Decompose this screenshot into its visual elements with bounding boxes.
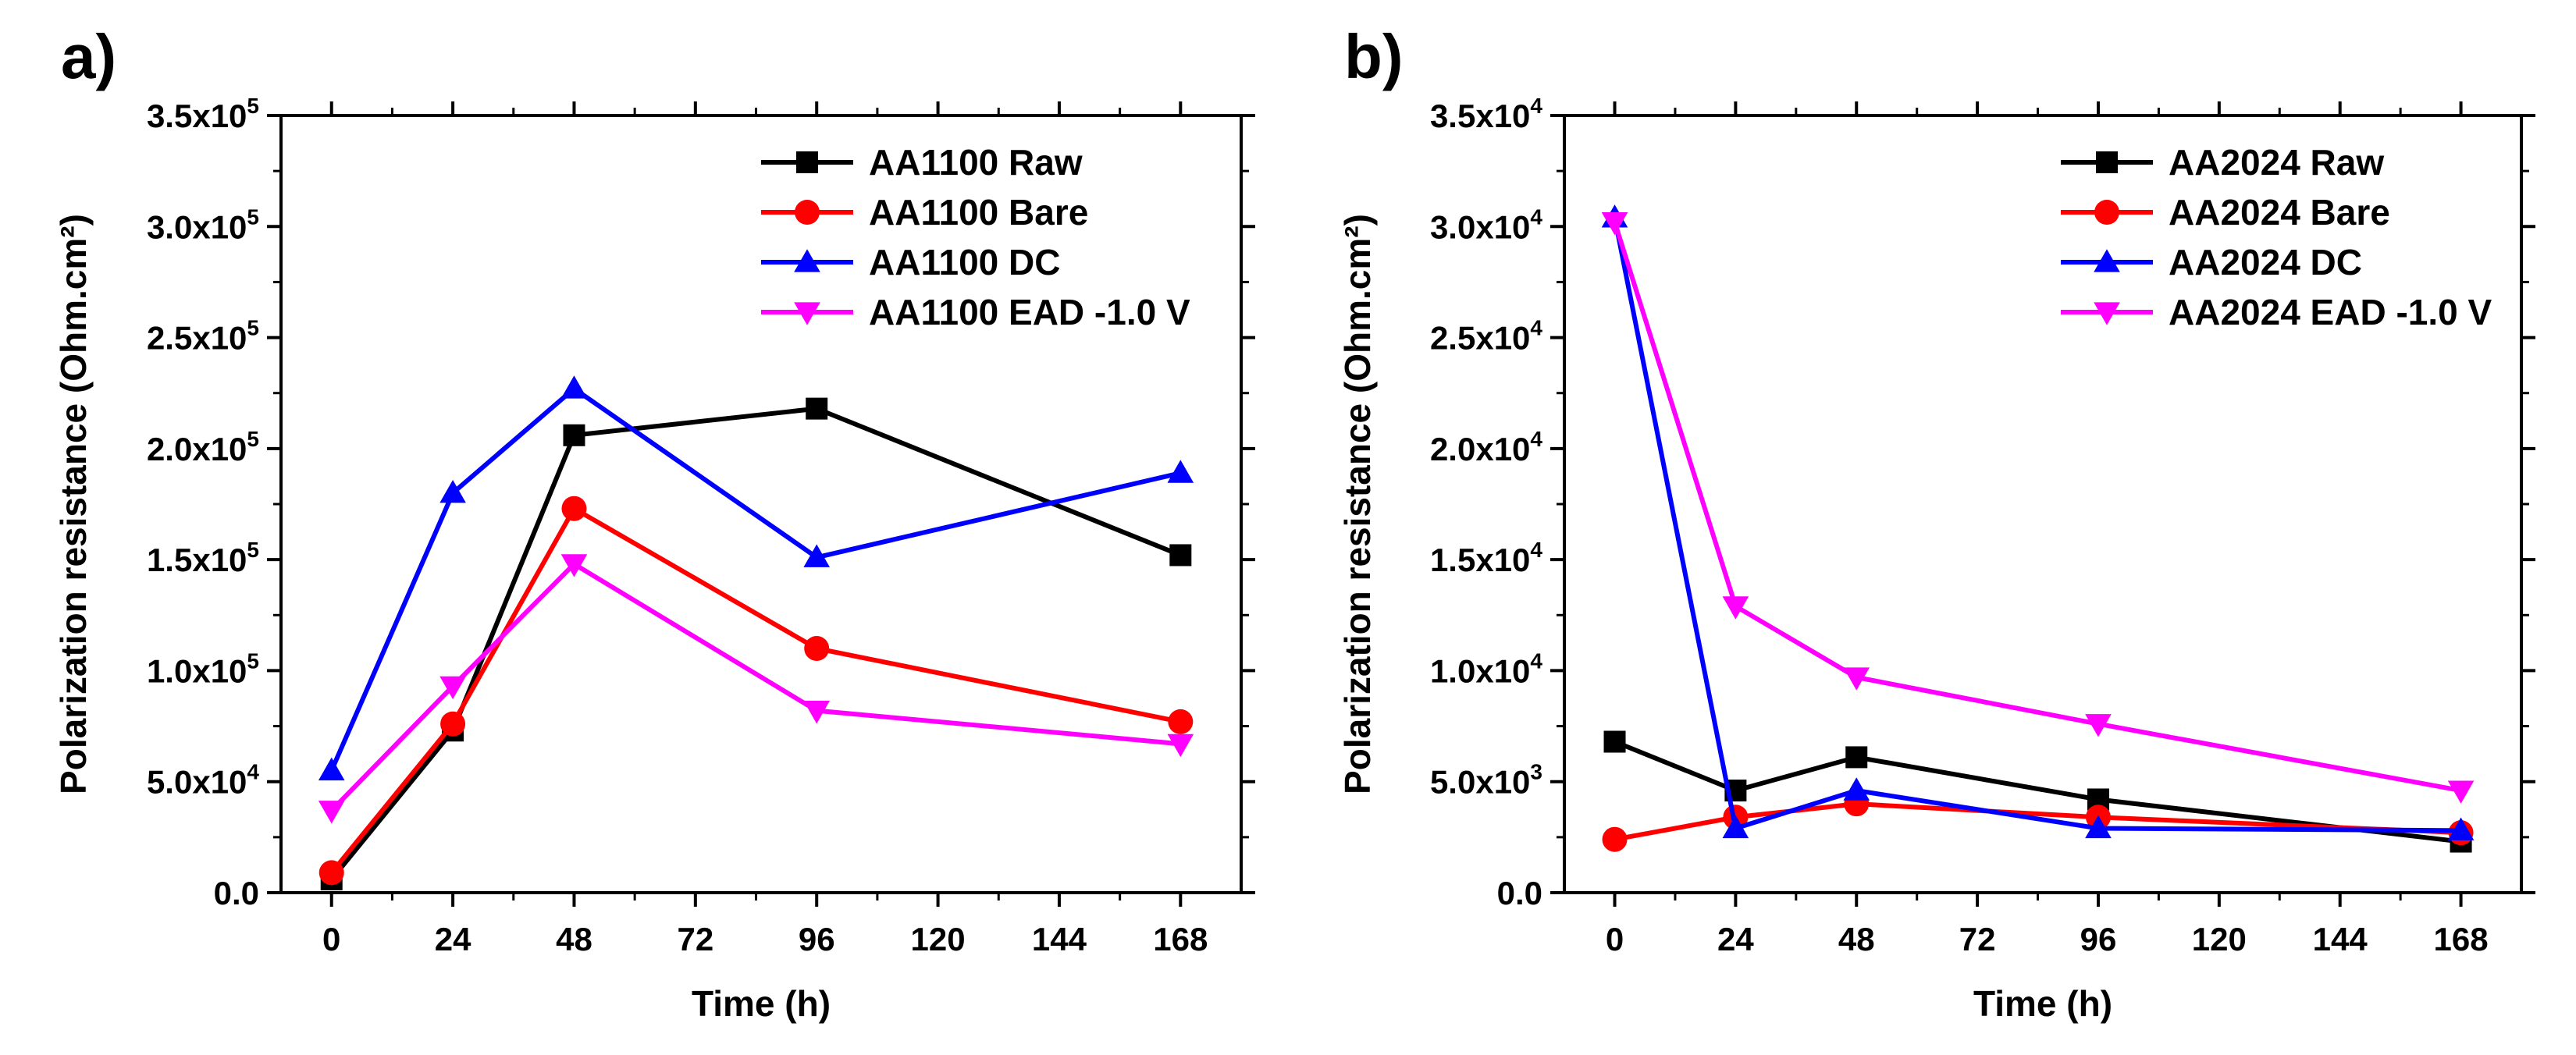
chart-b-x-tick-label: 0 bbox=[1606, 921, 1624, 957]
chart-b-series-2 bbox=[1601, 204, 2475, 840]
chart-b-data-point bbox=[1722, 596, 1749, 620]
chart-a-legend-marker bbox=[795, 200, 820, 225]
chart-a-y-tick-label: 3.0x105 bbox=[147, 204, 259, 245]
chart-a-series-2 bbox=[318, 375, 1194, 781]
chart-b-y-tick-label: 1.5x104 bbox=[1430, 538, 1542, 578]
chart-a-data-point bbox=[440, 711, 466, 737]
chart-a-y-axis-title: Polarization resistance (Ohm.cm²) bbox=[53, 214, 94, 794]
chart-a-legend-marker bbox=[796, 151, 818, 173]
chart-a-series-1 bbox=[318, 496, 1194, 886]
chart-a-data-point bbox=[560, 375, 588, 399]
chart-a-data-point bbox=[561, 496, 587, 521]
chart-b-y-tick-label: 2.0x104 bbox=[1430, 427, 1542, 467]
chart-b-panel-label: b) bbox=[1344, 22, 1404, 91]
chart-a-x-tick-label: 144 bbox=[1032, 921, 1087, 957]
chart-b-data-point bbox=[2085, 815, 2112, 839]
chart-a-data-point bbox=[1167, 460, 1194, 483]
chart-b-legend-marker bbox=[2096, 151, 2118, 173]
chart-b-y-tick-label: 3.0x104 bbox=[1430, 204, 1542, 245]
chart-b-data-point bbox=[2447, 817, 2475, 840]
chart-a-data-point bbox=[1167, 734, 1194, 758]
chart-b-data-point bbox=[1603, 730, 1626, 753]
chart-a-legend-label: AA1100 Raw bbox=[869, 142, 1083, 183]
chart-b-x-tick-label: 144 bbox=[2313, 921, 2368, 957]
chart-b: b) 0 24 48 72 96 120 144 168 0.0 5.0x103 1.0x104 1.5… bbox=[1337, 22, 2535, 1024]
chart-b-data-point bbox=[1843, 667, 1870, 691]
chart-b-y-axis-title: Polarization resistance (Ohm.cm²) bbox=[1337, 214, 1378, 794]
chart-b-legend-label: AA2024 DC bbox=[2169, 242, 2362, 282]
chart-a-x-tick-label: 0 bbox=[322, 921, 340, 957]
chart-b-legend-label: AA2024 EAD -1.0 V bbox=[2169, 292, 2492, 332]
chart-b-legend-marker bbox=[2094, 200, 2119, 225]
chart-b-data-point bbox=[1601, 211, 1628, 236]
chart-a-y-tick-label: 3.5x105 bbox=[147, 94, 259, 134]
chart-b-y-tick-label: 3.5x104 bbox=[1430, 94, 1542, 134]
chart-a-data-point bbox=[318, 757, 345, 781]
chart-a-data-point bbox=[1169, 544, 1192, 567]
chart-a-x-tick-label: 168 bbox=[1153, 921, 1208, 957]
chart-b-legend: AA2024 Raw AA2024 Bare AA2024 DC AA2024 EAD… bbox=[2061, 142, 2492, 332]
chart-b-x-tick-label: 24 bbox=[1717, 921, 1754, 957]
chart-a-x-tick-label: 120 bbox=[911, 921, 966, 957]
chart-b-x-tick-label: 48 bbox=[1838, 921, 1875, 957]
chart-a-x-axis-title: Time (h) bbox=[692, 983, 831, 1024]
chart-a-legend-label: AA1100 DC bbox=[869, 242, 1060, 282]
chart-a-y-tick-label: 1.5x105 bbox=[147, 538, 259, 578]
chart-b-series-3 bbox=[1601, 211, 2475, 804]
chart-b-y-tick-label: 0.0 bbox=[1497, 875, 1542, 911]
chart-b-legend-label: AA2024 Bare bbox=[2169, 192, 2390, 233]
chart-a-data-point bbox=[439, 479, 466, 503]
chart-b-data-point bbox=[2085, 714, 2112, 737]
chart-b-legend-marker bbox=[2094, 249, 2120, 272]
chart-a-series-0 bbox=[320, 397, 1192, 890]
chart-a-data-point bbox=[318, 801, 345, 824]
chart-a-x-tick-label: 24 bbox=[435, 921, 471, 957]
chart-a-data-point bbox=[563, 424, 585, 446]
chart-a-y-tick-label: 5.0x104 bbox=[147, 760, 259, 801]
chart-a-data-point bbox=[1168, 709, 1194, 734]
chart-a-x-tick-label: 48 bbox=[556, 921, 592, 957]
chart-b-data-point bbox=[1845, 746, 1868, 769]
chart-a-plot-frame bbox=[279, 114, 1243, 894]
chart-a-y-tick-label: 1.0x105 bbox=[147, 648, 259, 689]
chart-b-legend-label: AA2024 Raw bbox=[2169, 142, 2384, 183]
chart-a-x-tick-label: 96 bbox=[799, 921, 835, 957]
chart-a-series-line bbox=[329, 406, 1182, 881]
chart-b-x-tick-label: 96 bbox=[2080, 921, 2117, 957]
chart-a-legend-label: AA1100 EAD -1.0 V bbox=[869, 292, 1190, 332]
chart-a-legend-marker bbox=[794, 249, 820, 272]
chart-a-data-point bbox=[439, 676, 466, 700]
chart-b-x-tick-label: 120 bbox=[2192, 921, 2247, 957]
chart-b-y-tick-label: 5.0x103 bbox=[1430, 760, 1542, 801]
chart-a: a) 0 24 48 72 96 120 144 168 0.0 5.0x104 1.0x105 1.5… bbox=[53, 22, 1255, 1024]
chart-b-data-point bbox=[1722, 815, 1749, 839]
chart-a-legend: AA1100 Raw AA1100 Bare AA1100 DC AA1100 EAD… bbox=[761, 142, 1190, 332]
chart-a-series-line bbox=[329, 505, 1181, 875]
chart-a-x-tick-label: 72 bbox=[677, 921, 713, 957]
chart-a-data-point bbox=[803, 701, 831, 724]
chart-b-x-tick-label: 72 bbox=[1959, 921, 1996, 957]
chart-a-data-point bbox=[806, 397, 828, 420]
chart-b-y-tick-label: 2.5x104 bbox=[1430, 316, 1542, 357]
chart-b-data-point bbox=[1602, 826, 1628, 852]
chart-a-y-tick-label: 2.0x105 bbox=[147, 427, 259, 467]
chart-a-data-point bbox=[560, 554, 588, 577]
chart-b-legend-marker bbox=[2094, 302, 2120, 325]
chart-a-data-point bbox=[803, 544, 831, 567]
chart-a-series-3 bbox=[318, 554, 1194, 824]
chart-b-y-tick-label: 1.0x104 bbox=[1430, 648, 1542, 689]
chart-a-y-tick-label: 0.0 bbox=[214, 875, 259, 911]
chart-a-data-point bbox=[804, 635, 830, 661]
chart-a-legend-marker bbox=[794, 302, 820, 325]
chart-a-y-tick-label: 2.5x105 bbox=[147, 316, 259, 357]
chart-a-data-point bbox=[318, 860, 344, 886]
chart-a-legend-label: AA1100 Bare bbox=[869, 192, 1088, 233]
chart-a-panel-label: a) bbox=[61, 22, 116, 91]
chart-b-data-point bbox=[2447, 780, 2475, 804]
chart-b-x-tick-label: 168 bbox=[2434, 921, 2489, 957]
chart-b-x-axis-title: Time (h) bbox=[1973, 983, 2112, 1024]
chart-b-data-point bbox=[1843, 777, 1870, 801]
